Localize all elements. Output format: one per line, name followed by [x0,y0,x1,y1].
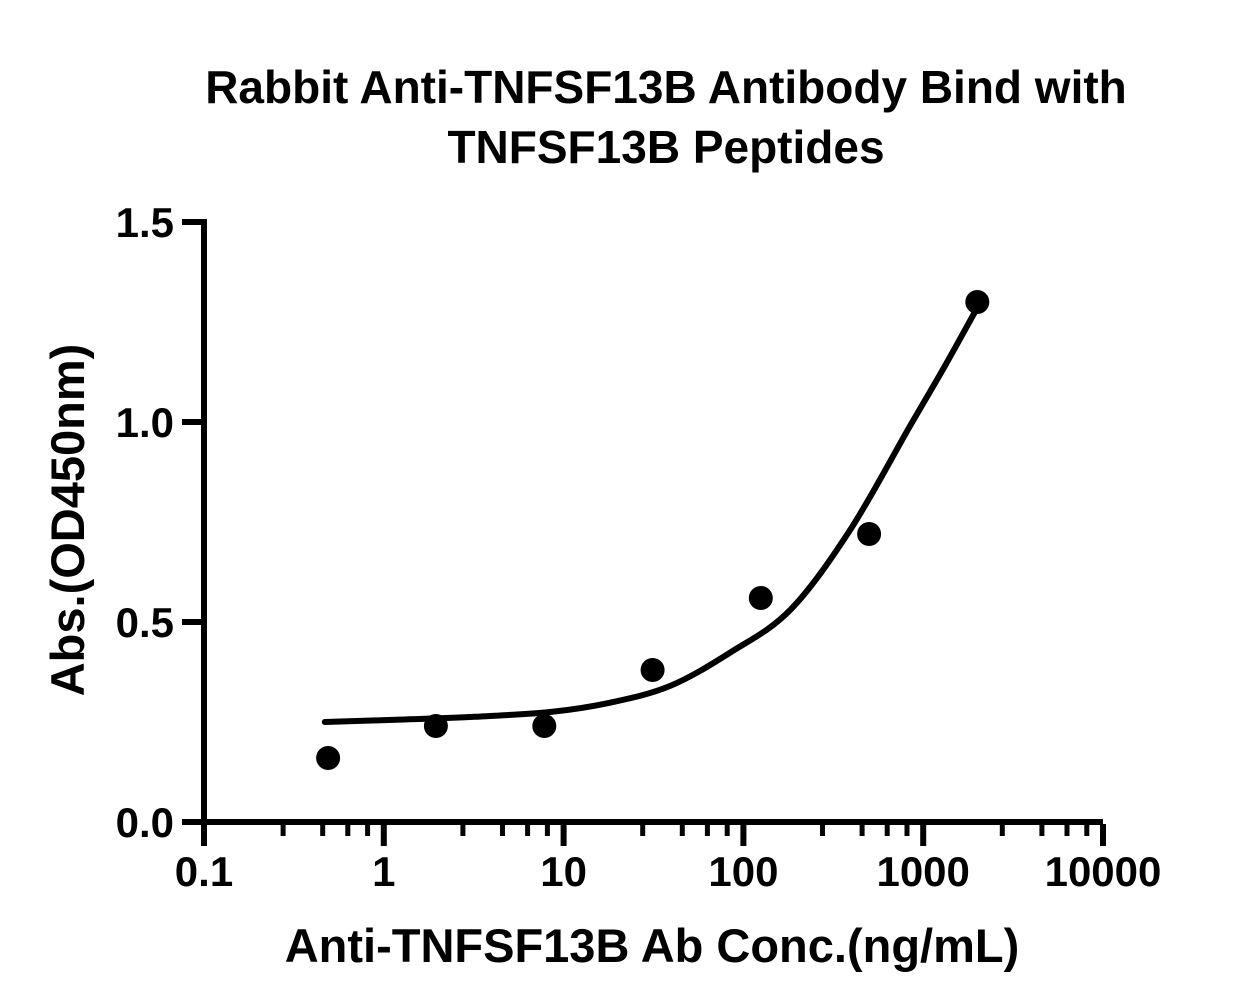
data-point [640,658,665,682]
y-tick-label: 1.0 [116,399,174,446]
x-tick-label: 1000 [876,848,969,895]
axes: 0.0 0.5 1.0 1.5 0.1 1 10 100 1000 10000 [116,199,1162,895]
y-tick-label: 0.5 [116,599,174,646]
x-tick-label: 100 [708,848,778,895]
fit-curve-path [321,309,978,725]
axis-frame [201,219,1103,825]
data-point [748,586,773,610]
y-tick-label: 1.5 [116,199,174,246]
x-tick-label: 1 [372,848,395,895]
data-point [423,714,448,738]
data-point [965,290,990,314]
chart-title-line2: TNFSF13B Peptides [447,121,884,173]
data-point [532,714,557,738]
data-point [857,522,882,546]
y-tick-label: 0.0 [116,799,174,846]
x-tick-label: 0.1 [175,848,233,895]
data-point [316,746,341,770]
x-axis-title: Anti-TNFSF13B Ab Conc.(ng/mL) [285,919,1020,972]
chart-title-line1: Rabbit Anti-TNFSF13B Antibody Bind with [205,61,1127,113]
y-axis-title: Abs.(OD450nm) [41,344,94,697]
x-tick-label: 10000 [1045,848,1162,895]
plot-area [316,290,990,770]
x-tick-label: 10 [540,848,587,895]
